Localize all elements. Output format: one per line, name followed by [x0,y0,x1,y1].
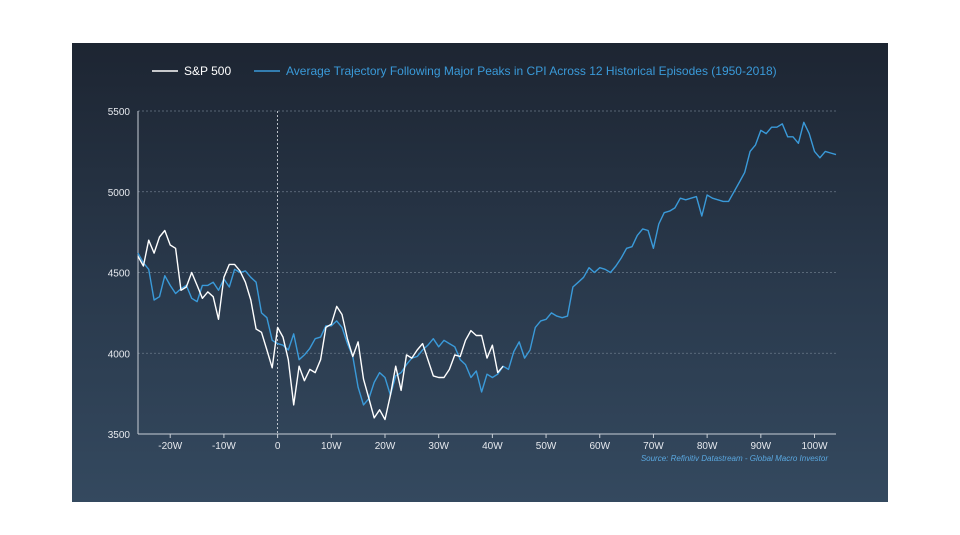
source-note: Source: Refinitiv Datastream - Global Ma… [641,454,829,463]
y-tick-label: 4000 [108,349,131,360]
x-tick-label: 10W [321,441,342,452]
y-tick-label: 5000 [108,188,131,199]
legend-label-sp500: S&P 500 [184,64,231,78]
x-tick-label: 40W [482,441,503,452]
series-line-sp500 [137,229,504,421]
y-tick-label: 4500 [108,269,131,280]
y-tick-label: 5500 [108,107,131,118]
x-tick-label: 0 [275,441,281,452]
series-line-average [137,121,837,406]
x-tick-label: 100W [801,441,828,452]
x-tick-label: 90W [751,441,772,452]
y-tick-label: 3500 [108,430,131,441]
x-tick-label: 20W [375,441,396,452]
chart-panel: 3500 4000 4500 5000 5500 -20W -10W 0 10W 20W 30W 40… [72,43,888,502]
x-tick-label: 80W [697,441,718,452]
line-chart: 3500 4000 4500 5000 5500 -20W -10W 0 10W 20W 30W 40… [108,64,837,463]
legend-label-average: Average Trajectory Following Major Peaks… [286,64,777,78]
x-tick-label: 50W [536,441,557,452]
x-tick-label: 60W [589,441,610,452]
x-tick-label: -10W [212,441,236,452]
x-tick-label: -20W [158,441,182,452]
x-tick-label: 70W [643,441,664,452]
x-tick-label: 30W [428,441,449,452]
